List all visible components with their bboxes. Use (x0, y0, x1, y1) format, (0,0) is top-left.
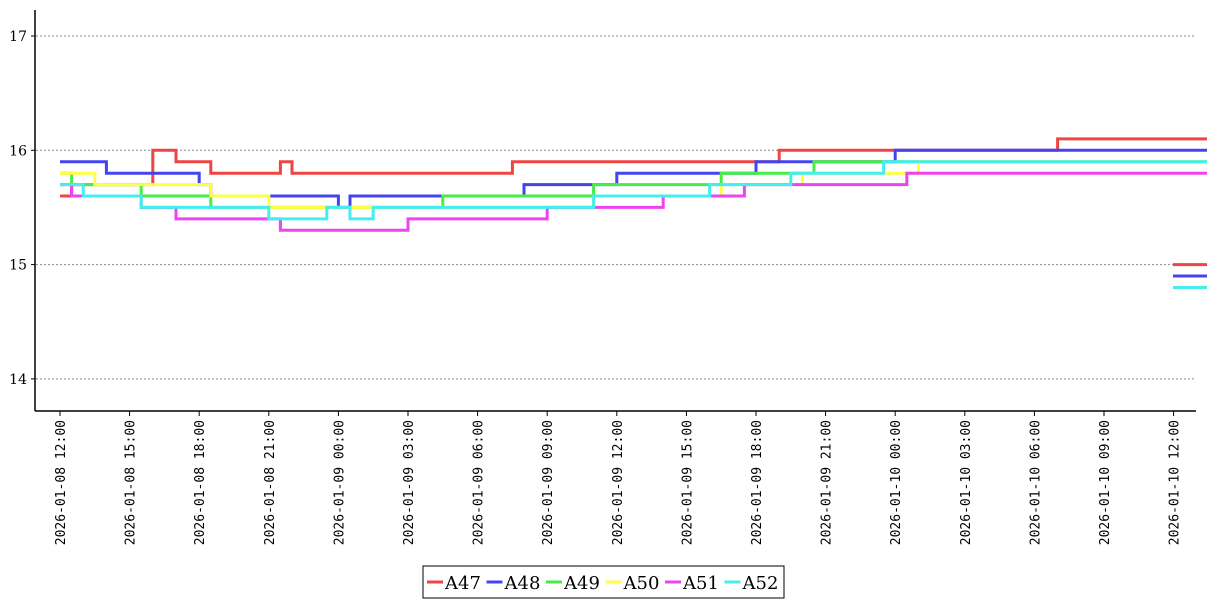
series-line-a48 (60, 148, 1207, 278)
x-tick-label: 2026-01-09 06:00 (472, 420, 487, 545)
legend: A47 A48 A49 A50 A51 A52 (422, 565, 785, 599)
grid-lines (36, 35, 1196, 380)
x-tick-label: 2026-01-08 15:00 (124, 420, 139, 545)
y-tick-label: 14 (9, 372, 27, 388)
x-tick-label: 2026-01-09 18:00 (750, 420, 765, 545)
series-line-a50 (60, 160, 1207, 289)
x-tick-label: 2026-01-09 09:00 (541, 420, 556, 545)
x-tick-label: 2026-01-09 00:00 (332, 420, 347, 545)
legend-label-a50: A50 (623, 573, 660, 594)
x-tick-label: 2026-01-08 21:00 (263, 420, 278, 545)
x-tick-label: 2026-01-08 12:00 (54, 420, 69, 545)
series-line-a52 (60, 160, 1207, 289)
series-line-a47 (60, 137, 1207, 267)
x-tick-label: 2026-01-09 03:00 (402, 420, 417, 545)
x-tick-label: 2026-01-10 03:00 (959, 420, 974, 545)
legend-label-a49: A49 (563, 573, 600, 594)
legend-label-a52: A52 (742, 573, 779, 594)
x-tick-label: 2026-01-10 06:00 (1028, 420, 1043, 545)
x-tick-label: 2026-01-09 12:00 (611, 420, 626, 545)
x-tick-label: 2026-01-10 12:00 (1168, 420, 1183, 545)
x-tick-label: 2026-01-10 09:00 (1098, 420, 1113, 545)
x-tick-label: 2026-01-10 00:00 (889, 420, 904, 545)
y-tick-label: 15 (9, 258, 27, 274)
legend-label-a48: A48 (504, 573, 541, 594)
legend-label-a51: A51 (682, 573, 719, 594)
x-tick-labels: 2026-01-08 12:00 2026-01-08 15:00 2026-01-… (54, 411, 1183, 545)
y-tick-label: 17 (9, 29, 27, 45)
x-tick-label: 2026-01-09 21:00 (820, 420, 835, 545)
x-tick-label: 2026-01-08 18:00 (193, 420, 208, 545)
legend-label-a47: A47 (444, 573, 481, 594)
y-tick-label: 16 (9, 143, 27, 159)
series-line-a51 (60, 171, 1207, 289)
legend-box (422, 565, 785, 599)
series-line-a49 (60, 160, 1207, 289)
axes (34, 10, 1196, 412)
x-tick-label: 2026-01-09 15:00 (680, 420, 695, 545)
y-tick-labels: 14 15 16 17 (9, 29, 35, 388)
series-lines (60, 137, 1207, 289)
